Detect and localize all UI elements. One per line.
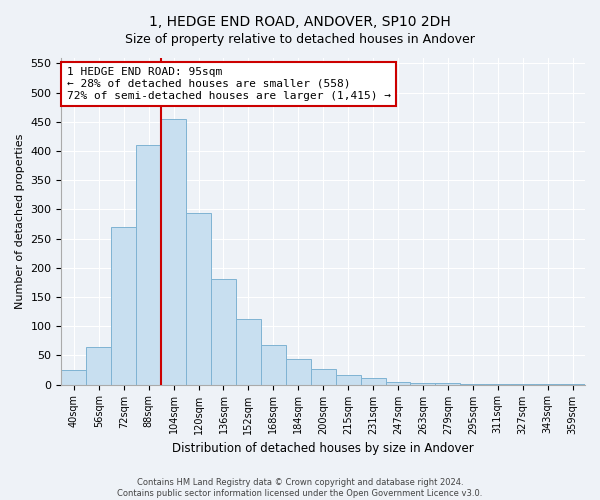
- Text: 1 HEDGE END ROAD: 95sqm
← 28% of detached houses are smaller (558)
72% of semi-d: 1 HEDGE END ROAD: 95sqm ← 28% of detache…: [67, 68, 391, 100]
- Bar: [61, 370, 86, 384]
- Bar: [410, 383, 436, 384]
- Bar: [335, 374, 361, 384]
- Text: Contains HM Land Registry data © Crown copyright and database right 2024.
Contai: Contains HM Land Registry data © Crown c…: [118, 478, 482, 498]
- Bar: [311, 369, 335, 384]
- Text: Size of property relative to detached houses in Andover: Size of property relative to detached ho…: [125, 32, 475, 46]
- Bar: [361, 378, 386, 384]
- Bar: [261, 346, 286, 385]
- Bar: [161, 119, 186, 384]
- X-axis label: Distribution of detached houses by size in Andover: Distribution of detached houses by size …: [172, 442, 474, 455]
- Bar: [111, 227, 136, 384]
- Bar: [236, 318, 261, 384]
- Bar: [136, 145, 161, 384]
- Bar: [186, 214, 211, 384]
- Bar: [86, 346, 111, 385]
- Bar: [386, 382, 410, 384]
- Bar: [211, 280, 236, 384]
- Text: 1, HEDGE END ROAD, ANDOVER, SP10 2DH: 1, HEDGE END ROAD, ANDOVER, SP10 2DH: [149, 15, 451, 29]
- Bar: [286, 360, 311, 384]
- Y-axis label: Number of detached properties: Number of detached properties: [15, 134, 25, 308]
